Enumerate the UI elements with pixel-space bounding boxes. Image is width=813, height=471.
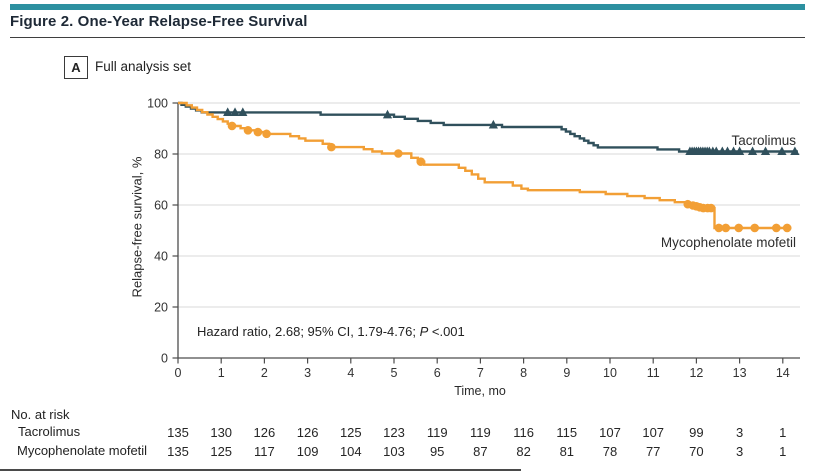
tacrolimus-curve-label: Tacrolimus xyxy=(731,133,796,148)
tacrolimus-censor-mark xyxy=(711,146,721,156)
x-tick-label: 3 xyxy=(304,366,311,380)
risk-count: 1 xyxy=(779,425,786,440)
y-tick-label: 40 xyxy=(154,250,168,264)
tacrolimus-censor-mark xyxy=(382,109,393,119)
mycophenolate-censor-mark xyxy=(750,223,760,233)
mycophenolate-censor-mark xyxy=(253,127,263,137)
risk-count: 116 xyxy=(513,425,534,440)
tacrolimus-censor-mark xyxy=(760,146,771,156)
x-tick-label: 12 xyxy=(689,366,703,380)
hazard-ratio-annotation: Hazard ratio, 2.68; 95% CI, 1.79-4.76; P… xyxy=(197,324,465,339)
risk-count: 82 xyxy=(516,444,530,459)
risk-count: 125 xyxy=(340,425,362,440)
y-tick-label: 20 xyxy=(154,301,168,315)
risk-count: 130 xyxy=(210,425,232,440)
risk-count: 117 xyxy=(254,444,275,459)
x-tick-label: 1 xyxy=(218,366,225,380)
risk-count: 135 xyxy=(167,425,189,440)
risk-table-title: No. at risk xyxy=(11,407,70,422)
risk-count: 125 xyxy=(210,444,232,459)
risk-count: 123 xyxy=(383,425,405,440)
risk-count: 81 xyxy=(560,444,574,459)
hazard-ratio-text: Hazard ratio, 2.68; 95% CI, 1.79-4.76; xyxy=(197,324,420,339)
panel-label-box: A xyxy=(64,56,88,79)
x-tick-label: 6 xyxy=(434,366,441,380)
risk-count: 119 xyxy=(427,425,448,440)
risk-count: 115 xyxy=(556,425,577,440)
next-panel-edge xyxy=(0,468,521,471)
x-tick-label: 9 xyxy=(563,366,570,380)
p-value-symbol: P xyxy=(419,324,429,339)
x-tick-label: 8 xyxy=(520,366,527,380)
risk-count: 126 xyxy=(254,425,276,440)
risk-count: 78 xyxy=(603,444,617,459)
mycophenolate-censor-mark xyxy=(734,223,744,233)
risk-count: 3 xyxy=(736,425,743,440)
tacrolimus-censor-mark xyxy=(790,146,800,156)
figure-title: Figure 2. One-Year Relapse-Free Survival xyxy=(10,13,308,30)
mycophenolate-curve-label: Mycophenolate mofetil xyxy=(660,235,796,250)
mycophenolate-censor-mark xyxy=(243,125,253,135)
mycophenolate-censor-mark xyxy=(721,223,731,233)
risk-count: 77 xyxy=(646,444,660,459)
y-tick-label: 100 xyxy=(147,97,168,111)
y-tick-label: 0 xyxy=(161,352,168,366)
mycophenolate-censor-mark xyxy=(416,157,426,166)
panel-title: Full analysis set xyxy=(95,59,192,74)
x-tick-label: 11 xyxy=(647,366,660,380)
risk-row-label-tacrolimus: Tacrolimus xyxy=(18,424,81,439)
risk-count: 109 xyxy=(297,444,319,459)
risk-count: 99 xyxy=(689,425,703,440)
tacrolimus-censor-mark xyxy=(777,146,787,156)
risk-count: 119 xyxy=(470,425,491,440)
x-tick-label: 14 xyxy=(776,366,790,380)
x-tick-label: 13 xyxy=(733,366,747,380)
risk-count: 126 xyxy=(297,425,319,440)
mycophenolate-censor-mark xyxy=(706,203,716,213)
risk-count: 107 xyxy=(599,425,621,440)
y-tick-label: 80 xyxy=(154,148,168,162)
risk-count: 95 xyxy=(430,444,444,459)
x-tick-label: 7 xyxy=(477,366,484,380)
risk-count: 135 xyxy=(167,444,189,459)
mycophenolate-censor-mark xyxy=(394,149,403,158)
title-divider xyxy=(10,37,805,38)
tacrolimus-censor-mark xyxy=(488,119,498,129)
x-tick-label: 2 xyxy=(261,366,268,380)
x-axis-title: Time, mo xyxy=(454,384,506,398)
risk-count: 3 xyxy=(736,444,743,459)
tacrolimus-censor-mark xyxy=(735,146,745,156)
panel-label: A xyxy=(71,60,81,75)
risk-row-label-mycophenolate: Mycophenolate mofetil xyxy=(17,443,148,458)
risk-count: 1 xyxy=(779,444,786,459)
risk-count: 87 xyxy=(473,444,487,459)
mycophenolate-censor-mark xyxy=(782,223,792,233)
tacrolimus-censor-mark xyxy=(230,107,240,117)
tacrolimus-censor-mark xyxy=(223,107,233,117)
x-tick-label: 0 xyxy=(175,366,182,380)
tacrolimus-censor-mark xyxy=(747,146,758,156)
tacrolimus-censor-mark xyxy=(722,146,733,156)
y-axis-title: Relapse-free survival, % xyxy=(129,156,145,298)
tacrolimus-censor-mark xyxy=(728,146,739,156)
mycophenolate-censor-mark xyxy=(327,142,336,152)
risk-count: 70 xyxy=(689,444,703,459)
accent-bar xyxy=(10,4,805,10)
x-tick-label: 4 xyxy=(347,366,354,380)
risk-count: 104 xyxy=(340,444,362,459)
mycophenolate-censor-mark xyxy=(227,121,237,131)
mycophenolate-censor-mark xyxy=(714,223,724,233)
tacrolimus-censor-mark xyxy=(238,107,248,117)
risk-count: 103 xyxy=(383,444,405,459)
x-tick-label: 5 xyxy=(391,366,398,380)
risk-count: 107 xyxy=(642,425,664,440)
p-value-text: <.001 xyxy=(428,324,465,339)
mycophenolate-censor-mark xyxy=(262,129,271,139)
mycophenolate-censor-mark xyxy=(772,223,781,233)
x-tick-label: 10 xyxy=(603,366,617,380)
y-tick-label: 60 xyxy=(154,199,168,213)
